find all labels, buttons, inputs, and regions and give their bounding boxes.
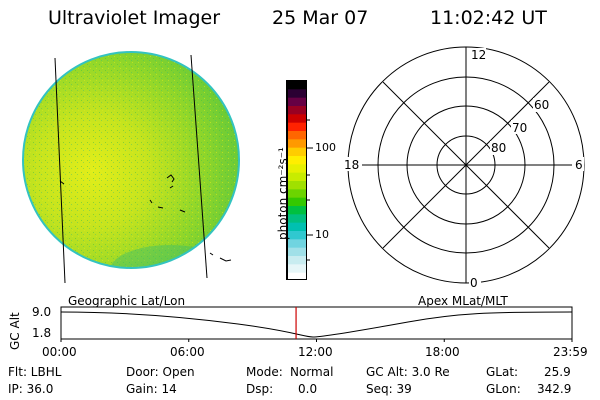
colorbar-swatch xyxy=(287,131,306,140)
timeline-right-label: Apex MLat/MLT xyxy=(418,294,508,308)
date-readout: 25 Mar 07 xyxy=(272,7,369,29)
timeline-left-label: Geographic Lat/Lon xyxy=(68,294,186,308)
earth-image xyxy=(22,51,240,284)
door-readout: Door: Open xyxy=(126,365,195,379)
glat-label: GLat: xyxy=(486,365,519,379)
timeline-x-tick-0600: 06:00 xyxy=(170,345,205,359)
timeline-x-tick-2359: 23:59 xyxy=(553,345,588,359)
seq-readout: Seq: 39 xyxy=(366,382,412,396)
colorbar-ticks xyxy=(307,119,313,261)
colorbar-swatch xyxy=(287,181,306,190)
mlt-label-18: 18 xyxy=(344,158,359,172)
dsp-value: 0.0 xyxy=(298,382,318,396)
colorbar-swatch xyxy=(287,81,306,90)
colorbar-swatch xyxy=(287,156,306,165)
colorbar-swatch xyxy=(287,147,306,157)
colorbar-tick-100: 100 xyxy=(315,141,336,154)
timeline-y-tick-top: 9.0 xyxy=(32,305,52,319)
colorbar-swatch xyxy=(287,139,306,149)
colorbar-swatch xyxy=(287,222,306,232)
timeline-y-tick-bottom: 1.8 xyxy=(32,326,52,340)
colorbar-swatch xyxy=(287,122,306,132)
mlt-label-6: 6 xyxy=(575,158,583,172)
mlt-label-0: 0 xyxy=(470,276,478,290)
colorbar-swatch xyxy=(287,264,306,274)
mode-value: Normal xyxy=(290,365,334,379)
timeline-x-tick-0000: 00:00 xyxy=(42,345,77,359)
altitude-curve xyxy=(60,311,573,338)
glon-value: 342.9 xyxy=(537,382,572,396)
lat-label-60: 60 xyxy=(534,98,549,112)
timeline-x-tick-1200: 12:00 xyxy=(298,345,333,359)
colorbar-unit-label: photon cm⁻²s⁻¹ xyxy=(276,147,290,240)
ip-readout: IP: 36.0 xyxy=(8,382,54,396)
timeline-y-label: GC Alt xyxy=(8,312,22,350)
timeline-plot xyxy=(60,306,573,342)
colorbar-swatch xyxy=(287,239,306,249)
time-readout: 11:02:42 UT xyxy=(430,7,547,29)
colorbar-swatch xyxy=(287,97,306,107)
colorbar-swatch xyxy=(287,106,306,115)
colorbar-swatch xyxy=(287,172,306,182)
glon-label: GLon: xyxy=(486,382,521,396)
colorbar-swatch xyxy=(287,256,306,265)
mode-label: Mode: xyxy=(246,365,283,379)
glat-value: 25.9 xyxy=(544,365,571,379)
gc-alt-readout: GC Alt: 3.0 Re xyxy=(366,365,450,379)
colorbar-swatch xyxy=(287,189,306,199)
colorbar-swatch xyxy=(287,197,306,207)
colorbar-swatch xyxy=(287,89,306,99)
lat-label-80: 80 xyxy=(491,141,506,155)
colorbar xyxy=(286,80,307,280)
longitude-line xyxy=(190,54,208,279)
colorbar-tick-10: 10 xyxy=(315,228,329,241)
app-title: Ultraviolet Imager xyxy=(48,7,221,29)
longitude-line xyxy=(54,57,66,284)
gain-readout: Gain: 14 xyxy=(126,382,177,396)
filter-readout: Flt: LBHL xyxy=(8,365,62,379)
timeline-x-tick-1800: 18:00 xyxy=(425,345,460,359)
colorbar-swatch xyxy=(287,214,306,224)
coastline xyxy=(59,174,232,262)
lat-label-70: 70 xyxy=(512,121,527,135)
colorbar-swatch xyxy=(287,114,306,124)
dsp-label: Dsp: xyxy=(246,382,274,396)
colorbar-swatch xyxy=(287,247,306,257)
mlt-label-12: 12 xyxy=(471,48,486,62)
colorbar-swatch xyxy=(287,164,306,174)
colorbar-swatch xyxy=(287,206,306,215)
colorbar-swatch xyxy=(287,231,306,240)
polar-grid: 12 18 6 0 60 70 80 xyxy=(342,46,585,290)
colorbar-swatch xyxy=(287,272,306,279)
